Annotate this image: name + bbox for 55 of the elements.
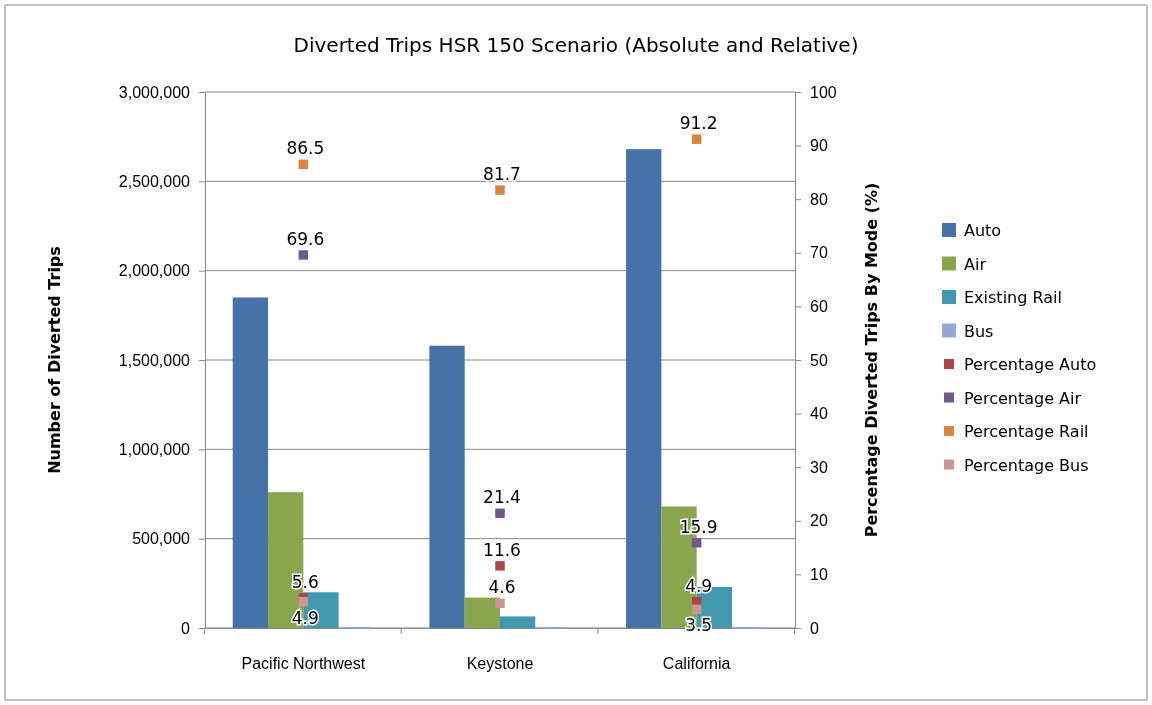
legend-label: Percentage Rail [964, 422, 1089, 441]
y-tick-label: 1,500,000 [118, 351, 191, 369]
bar [232, 297, 269, 628]
point [298, 596, 309, 607]
bar [626, 149, 662, 628]
point [691, 134, 702, 144]
y-tick-label: 0 [181, 619, 191, 637]
point [298, 159, 309, 170]
point [495, 561, 505, 571]
y2-tick-label: 20 [810, 512, 828, 530]
point [495, 185, 505, 195]
y-tick-label: 2,000,000 [118, 262, 191, 280]
y2-tick-label: 90 [810, 137, 828, 155]
y2-tick-label: 60 [810, 298, 828, 316]
legend-label: Air [964, 254, 987, 274]
y2-tick-label: 80 [810, 190, 828, 208]
y2-tick-label: 70 [810, 244, 828, 262]
data-label: 21.4 [483, 487, 521, 508]
y2-tick-label: 40 [810, 405, 828, 423]
y2-tick-label: 0 [810, 619, 819, 637]
y-tick-label: 500,000 [132, 530, 191, 548]
data-label: 86.5 [286, 138, 325, 159]
x-tick-label: Keystone [466, 655, 534, 673]
legend-label: Percentage Air [964, 388, 1082, 408]
y-tick-label: 1,000,000 [118, 440, 191, 458]
legend-label: Percentage Auto [964, 355, 1097, 374]
point [495, 598, 505, 609]
data-label: 69.6 [286, 228, 325, 249]
y2-tick-label: 100 [810, 83, 837, 101]
legend-label: Existing Rail [964, 288, 1062, 307]
legend-label: Auto [964, 221, 1002, 240]
bar [500, 616, 536, 628]
point [298, 250, 309, 260]
data-label: 91.2 [679, 113, 718, 134]
point [691, 604, 702, 614]
legend-label: Bus [964, 321, 994, 341]
data-label: 4.6 [488, 577, 516, 598]
x-tick-label: California [662, 655, 731, 673]
y2-axis-title: Percentage Diverted Trips By Mode (%) [862, 182, 881, 538]
data-label: 11.6 [483, 539, 521, 560]
y2-tick-label: 50 [810, 351, 828, 369]
data-label: 81.7 [483, 164, 521, 185]
y-axis-title: Number of Diverted Trips [45, 246, 64, 474]
y-tick-label: 2,500,000 [118, 172, 191, 190]
legend-label: Percentage Bus [964, 455, 1089, 475]
data-label: 4.9 [685, 575, 713, 596]
point [691, 538, 702, 548]
y2-tick-label: 10 [810, 566, 828, 584]
chart-title: Diverted Trips HSR 150 Scenario (Absolute and Relative) [293, 33, 859, 57]
x-tick-label: Pacific Northwest [241, 655, 366, 673]
bar [464, 597, 500, 628]
y2-tick-label: 30 [810, 458, 828, 476]
point [495, 508, 505, 519]
y-tick-label: 3,000,000 [118, 83, 191, 101]
bar [429, 345, 465, 628]
